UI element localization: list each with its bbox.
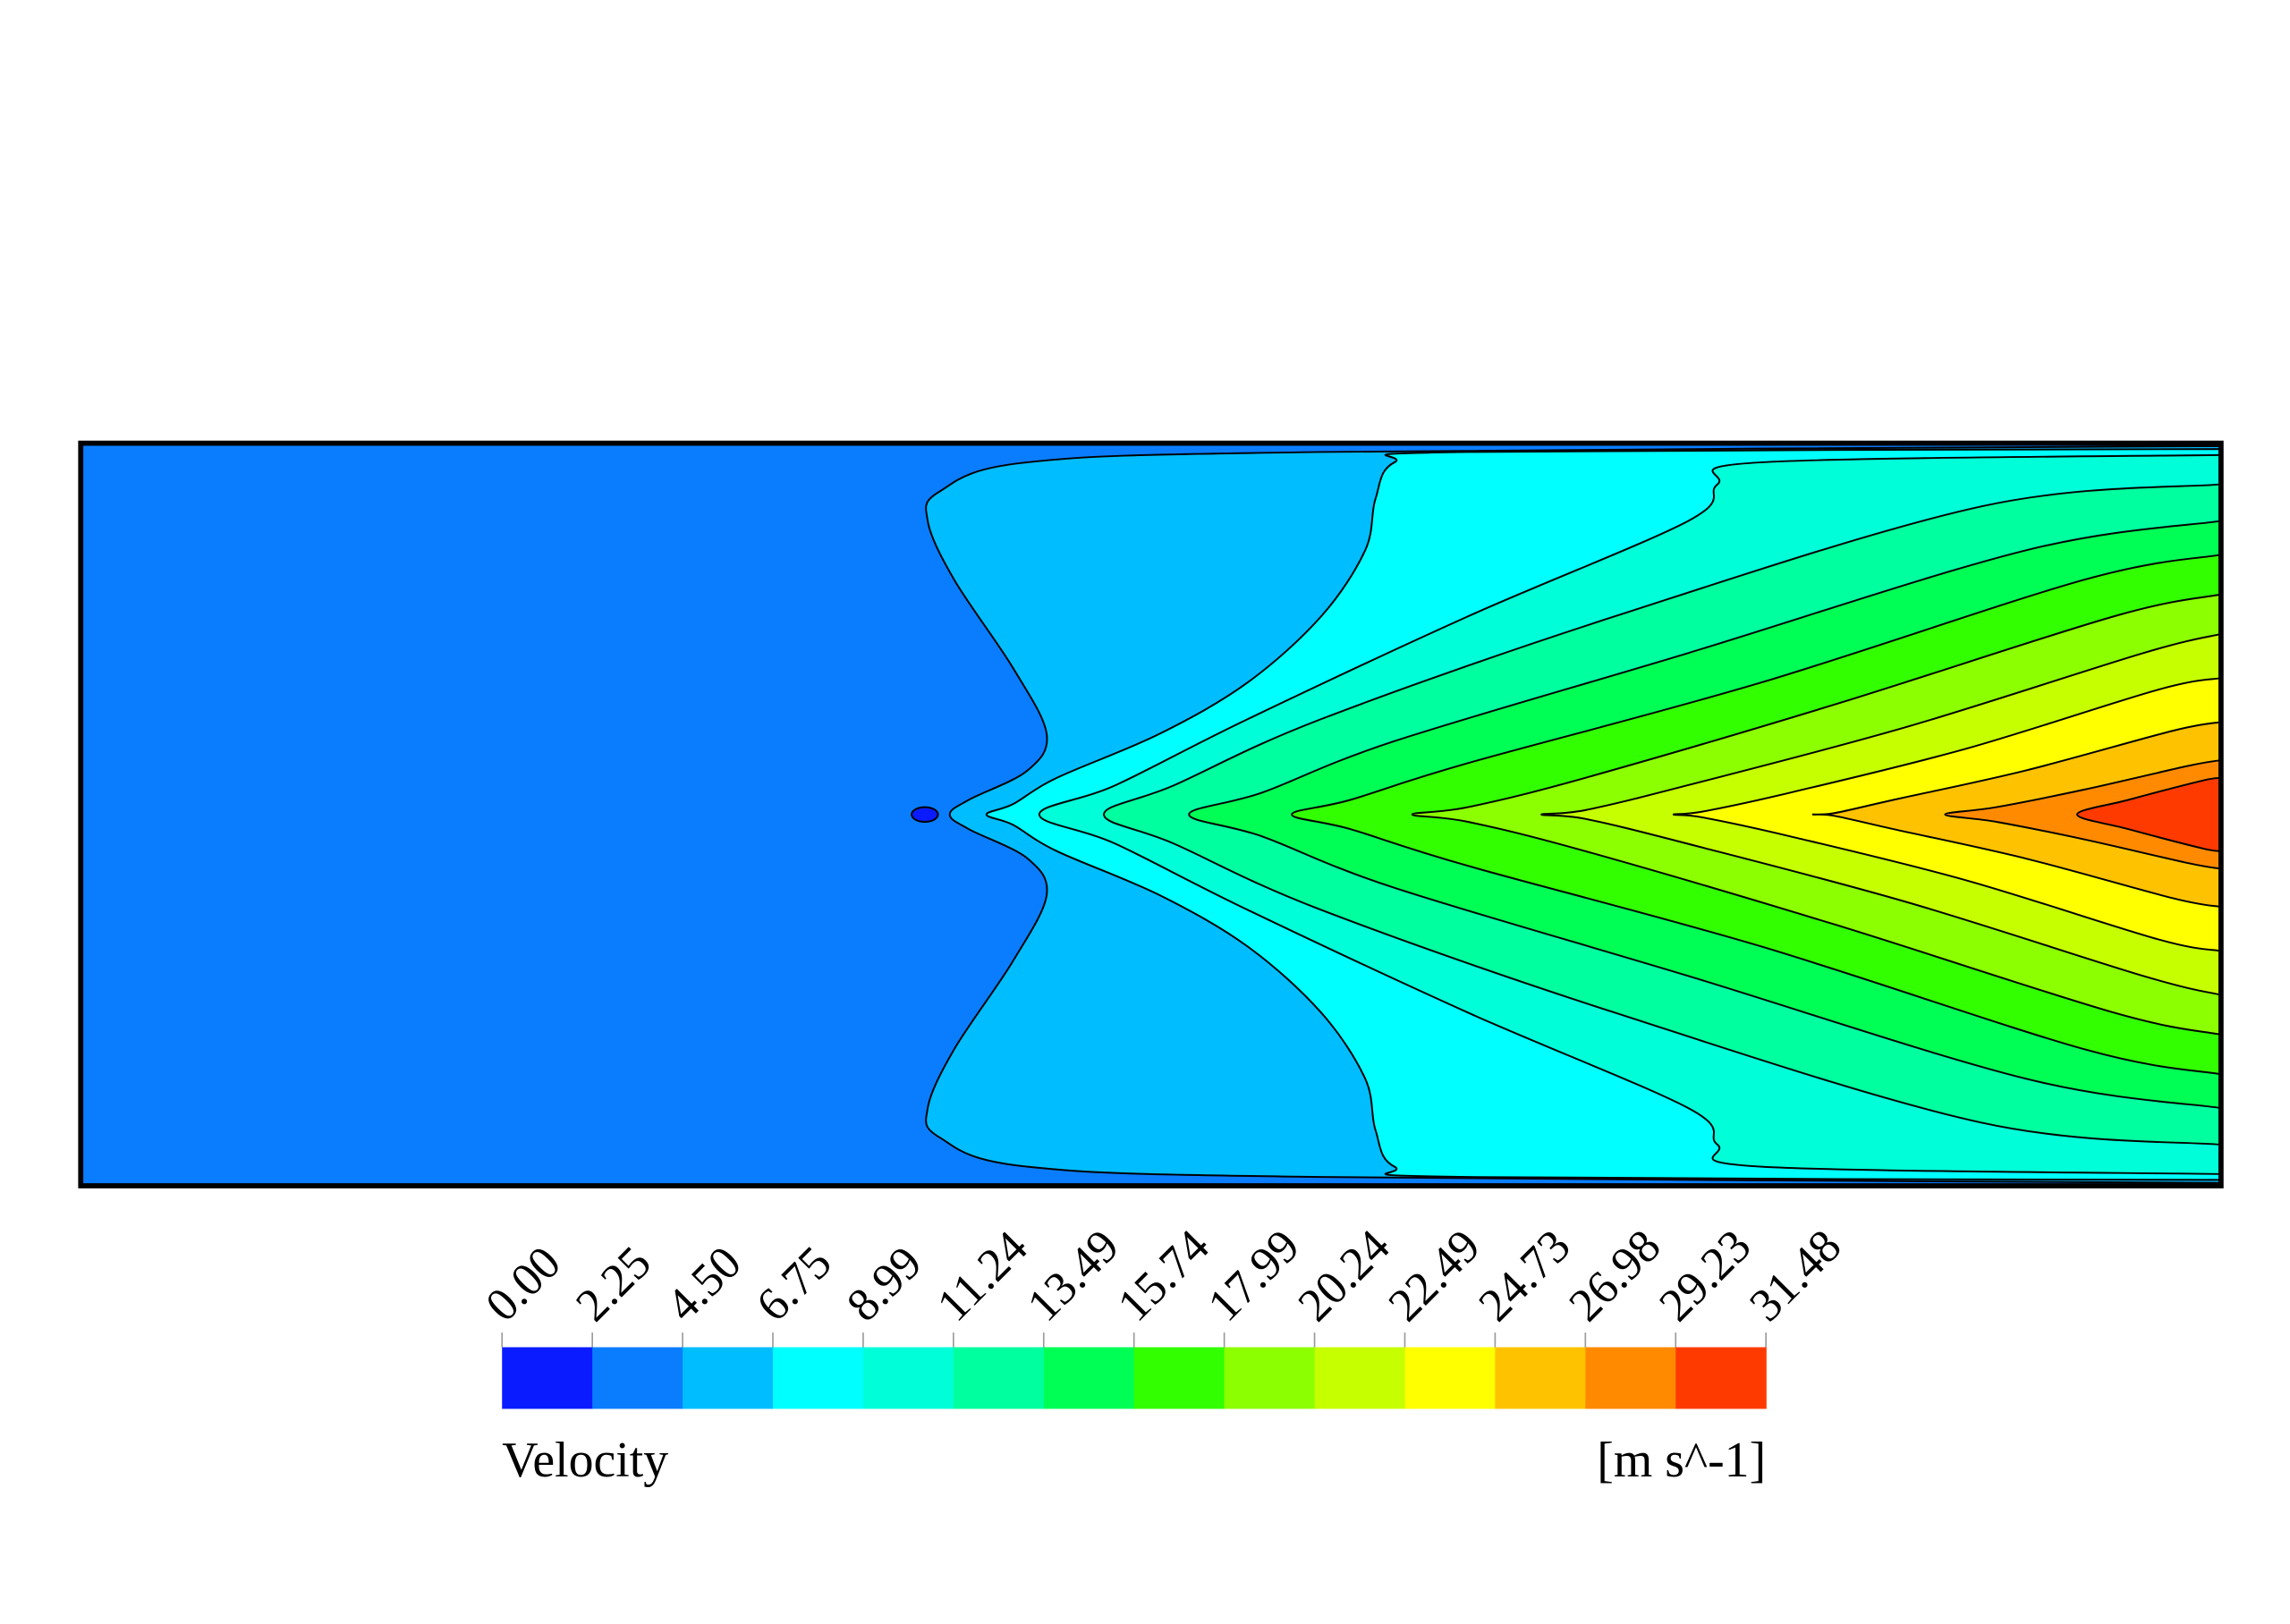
contour-band	[2076, 776, 2222, 852]
colorbar-segment	[773, 1347, 864, 1409]
colorbar-segment	[1043, 1347, 1135, 1409]
colorbar-segment	[1224, 1347, 1316, 1409]
colorbar-segment	[1675, 1347, 1767, 1409]
colorbar-segment	[683, 1347, 774, 1409]
colorbar-segment	[862, 1347, 954, 1409]
colorbar-segment	[1495, 1347, 1586, 1409]
colorbar-segment	[502, 1347, 593, 1409]
colorbar-segment	[1585, 1347, 1676, 1409]
colorbar-segment	[592, 1347, 683, 1409]
contour-field	[78, 440, 2224, 1188]
colorbar-title: Velocity	[502, 1433, 668, 1488]
colorbar-segment	[953, 1347, 1045, 1409]
contour-band	[911, 806, 939, 823]
colorbar-segment	[1133, 1347, 1226, 1409]
colorbar-segment	[1314, 1347, 1406, 1409]
domain-border	[78, 440, 2224, 1188]
colorbar-segment	[1404, 1347, 1497, 1409]
colorbar-unit: [m s^-1]	[1597, 1433, 1766, 1488]
